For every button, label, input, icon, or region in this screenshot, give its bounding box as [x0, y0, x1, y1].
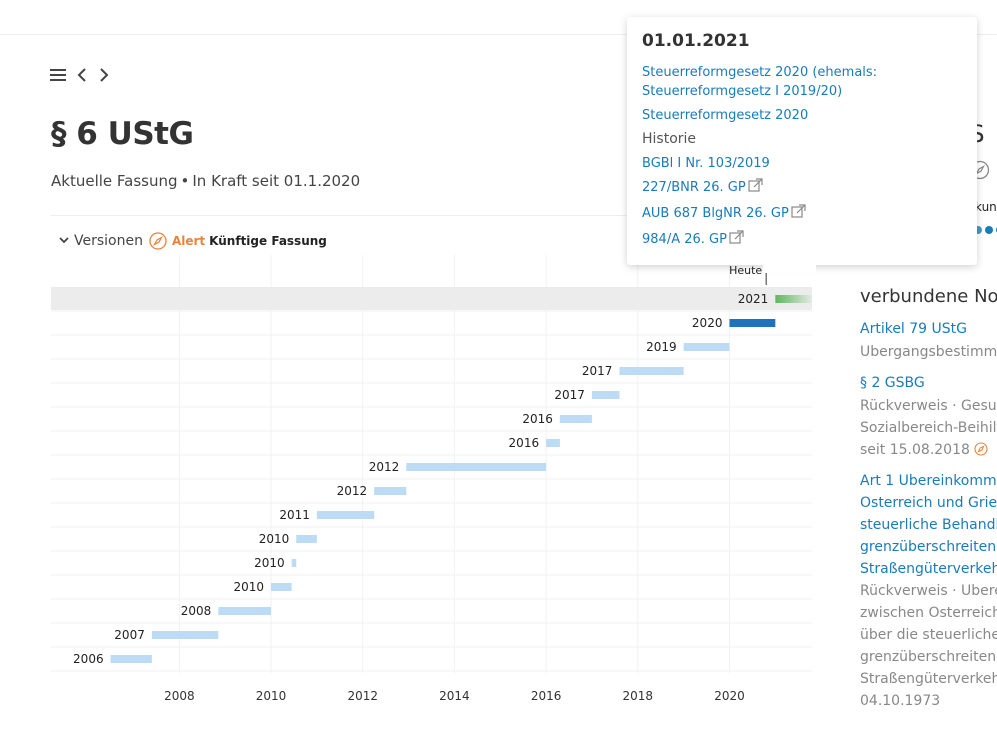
- related-link-art1[interactable]: grenzüberschreitend: [860, 539, 997, 555]
- page-title: § 6 UStG: [51, 116, 194, 152]
- x-tick-label: 2012: [347, 689, 378, 703]
- version-bar-label: 2019: [646, 340, 677, 354]
- dot-indicator[interactable]: [974, 226, 982, 234]
- version-bar-label: 2021: [738, 292, 769, 306]
- version-bar-label: 2016: [509, 436, 540, 450]
- popup-link-steuerreform-ehemals[interactable]: Steuerreformgesetz 2020 (ehemals: Steuer…: [642, 65, 878, 99]
- in-force-label: In Kraft seit 01.1.2020: [192, 172, 361, 190]
- version-popup: 01.01.2021 Steuerreformgesetz 2020 (ehem…: [627, 17, 977, 273]
- chevron-left-icon[interactable]: [76, 67, 88, 83]
- pagination-dots[interactable]: [974, 226, 997, 234]
- related-desc: Straßengüterverkehr: [860, 671, 997, 687]
- x-tick-label: 2020: [714, 689, 745, 703]
- separator-dot: •: [180, 172, 190, 190]
- popup-date: 01.01.2021: [642, 31, 750, 51]
- popup-link-text[interactable]: 227/BNR 26. GP: [642, 180, 746, 195]
- today-label: Heute: [729, 264, 762, 277]
- related-desc: grenzüberschreitend: [860, 649, 997, 665]
- related-desc: Rückverweis · Gesund: [860, 398, 997, 414]
- x-tick-label: 2018: [623, 689, 654, 703]
- version-bar-label: 2010: [254, 556, 285, 570]
- divider: [51, 215, 811, 216]
- external-link-icon: [748, 178, 763, 199]
- version-bar: [110, 655, 152, 663]
- x-tick-label: 2010: [256, 689, 287, 703]
- version-bar-label: 2012: [369, 460, 400, 474]
- x-tick-label: 2008: [164, 689, 195, 703]
- popup-link-227-bnr[interactable]: 227/BNR 26. GP: [642, 178, 962, 199]
- version-bar: [683, 343, 730, 351]
- version-bar: [291, 559, 297, 567]
- related-desc: über die steuerliche: [860, 627, 997, 643]
- x-tick-label: 2016: [531, 689, 562, 703]
- version-bar-label: 2016: [522, 412, 553, 426]
- related-link-gsbg[interactable]: § 2 GSBG: [860, 375, 925, 391]
- version-bar: [729, 319, 776, 327]
- version-bar: [775, 295, 812, 303]
- popup-link-text[interactable]: AUB 687 BlgNR 26. GP: [642, 206, 789, 221]
- popup-link-bgbl[interactable]: BGBl I Nr. 103/2019: [642, 156, 770, 171]
- popup-link-steuerreform[interactable]: Steuerreformgesetz 2020: [642, 108, 809, 123]
- related-link-art1[interactable]: Österreich und Griec: [860, 495, 997, 511]
- version-bar-label: 2010: [259, 532, 290, 546]
- version-bar-label: 2020: [692, 316, 723, 330]
- nav-toolbar: [50, 64, 110, 86]
- compass-alert-icon[interactable]: [149, 232, 167, 250]
- related-link-art1[interactable]: Straßengüterverkehr: [860, 561, 997, 577]
- related-norms-heading: verbundene No: [860, 286, 997, 307]
- related-desc: zwischen Österreich: [860, 605, 997, 621]
- version-bar: [151, 631, 219, 639]
- version-bar-label: 2007: [114, 628, 145, 642]
- popup-notch: [763, 265, 816, 273]
- version-bar: [296, 535, 317, 543]
- external-link-icon: [729, 230, 744, 251]
- version-bar: [271, 583, 292, 591]
- version-bar: [316, 511, 375, 519]
- related-desc: Rückverweis · Überei: [860, 583, 997, 599]
- alert-label[interactable]: Alert: [171, 234, 206, 248]
- related-date: 04.10.1973: [860, 693, 941, 709]
- dot-indicator[interactable]: [985, 226, 993, 234]
- popup-link-984-a[interactable]: 984/A 26. GP: [642, 230, 962, 251]
- future-version-label[interactable]: Künftige Fassung: [209, 234, 327, 248]
- version-bar: [559, 415, 592, 423]
- version-bar-label: 2017: [554, 388, 585, 402]
- related-date-text: seit 15.08.2018: [860, 442, 970, 458]
- version-bar: [619, 367, 684, 375]
- version-bar-label: 2012: [337, 484, 368, 498]
- version-timeline-chart: Heute20212020201920172017201620162012201…: [51, 255, 812, 703]
- related-link-art79[interactable]: Artikel 79 UStG: [860, 321, 968, 337]
- chevron-down-icon[interactable]: [58, 233, 70, 249]
- popup-link-text[interactable]: 984/A 26. GP: [642, 232, 727, 247]
- version-bar-label: 2011: [279, 508, 310, 522]
- popup-link-aub-687[interactable]: AUB 687 BlgNR 26. GP: [642, 204, 962, 225]
- version-bar-label: 2010: [234, 580, 265, 594]
- version-bar-label: 2008: [181, 604, 212, 618]
- version-bar: [218, 607, 272, 615]
- related-desc: Übergangsbestimmu: [860, 344, 997, 360]
- versions-toggle[interactable]: Versionen Alert Künftige Fassung: [58, 231, 327, 251]
- version-bar: [406, 463, 547, 471]
- version-bar-label: 2006: [73, 652, 104, 666]
- right-column-label: kun: [975, 200, 997, 214]
- versions-label[interactable]: Versionen: [74, 233, 143, 249]
- hamburger-icon[interactable]: [50, 68, 66, 82]
- version-bar: [591, 391, 620, 399]
- version-subtitle: Aktuelle Fassung • In Kraft seit 01.1.2020: [51, 172, 360, 190]
- related-link-art1[interactable]: Art 1 Übereinkomme: [860, 473, 997, 489]
- compass-icon: [974, 442, 988, 456]
- related-link-art1[interactable]: steuerliche Behandlu: [860, 517, 997, 533]
- popup-history-label: Historie: [642, 131, 697, 147]
- chevron-right-icon[interactable]: [98, 67, 110, 83]
- related-desc: Sozialbereich-Beihilfe: [860, 420, 997, 436]
- highlight-row: [51, 287, 812, 310]
- external-link-icon: [791, 204, 806, 225]
- version-bar-label: 2017: [582, 364, 613, 378]
- related-date: seit 15.08.2018: [860, 442, 997, 458]
- version-bar: [546, 439, 560, 447]
- x-tick-label: 2014: [439, 689, 470, 703]
- status-label: Aktuelle Fassung: [51, 172, 178, 190]
- version-bar: [374, 487, 407, 495]
